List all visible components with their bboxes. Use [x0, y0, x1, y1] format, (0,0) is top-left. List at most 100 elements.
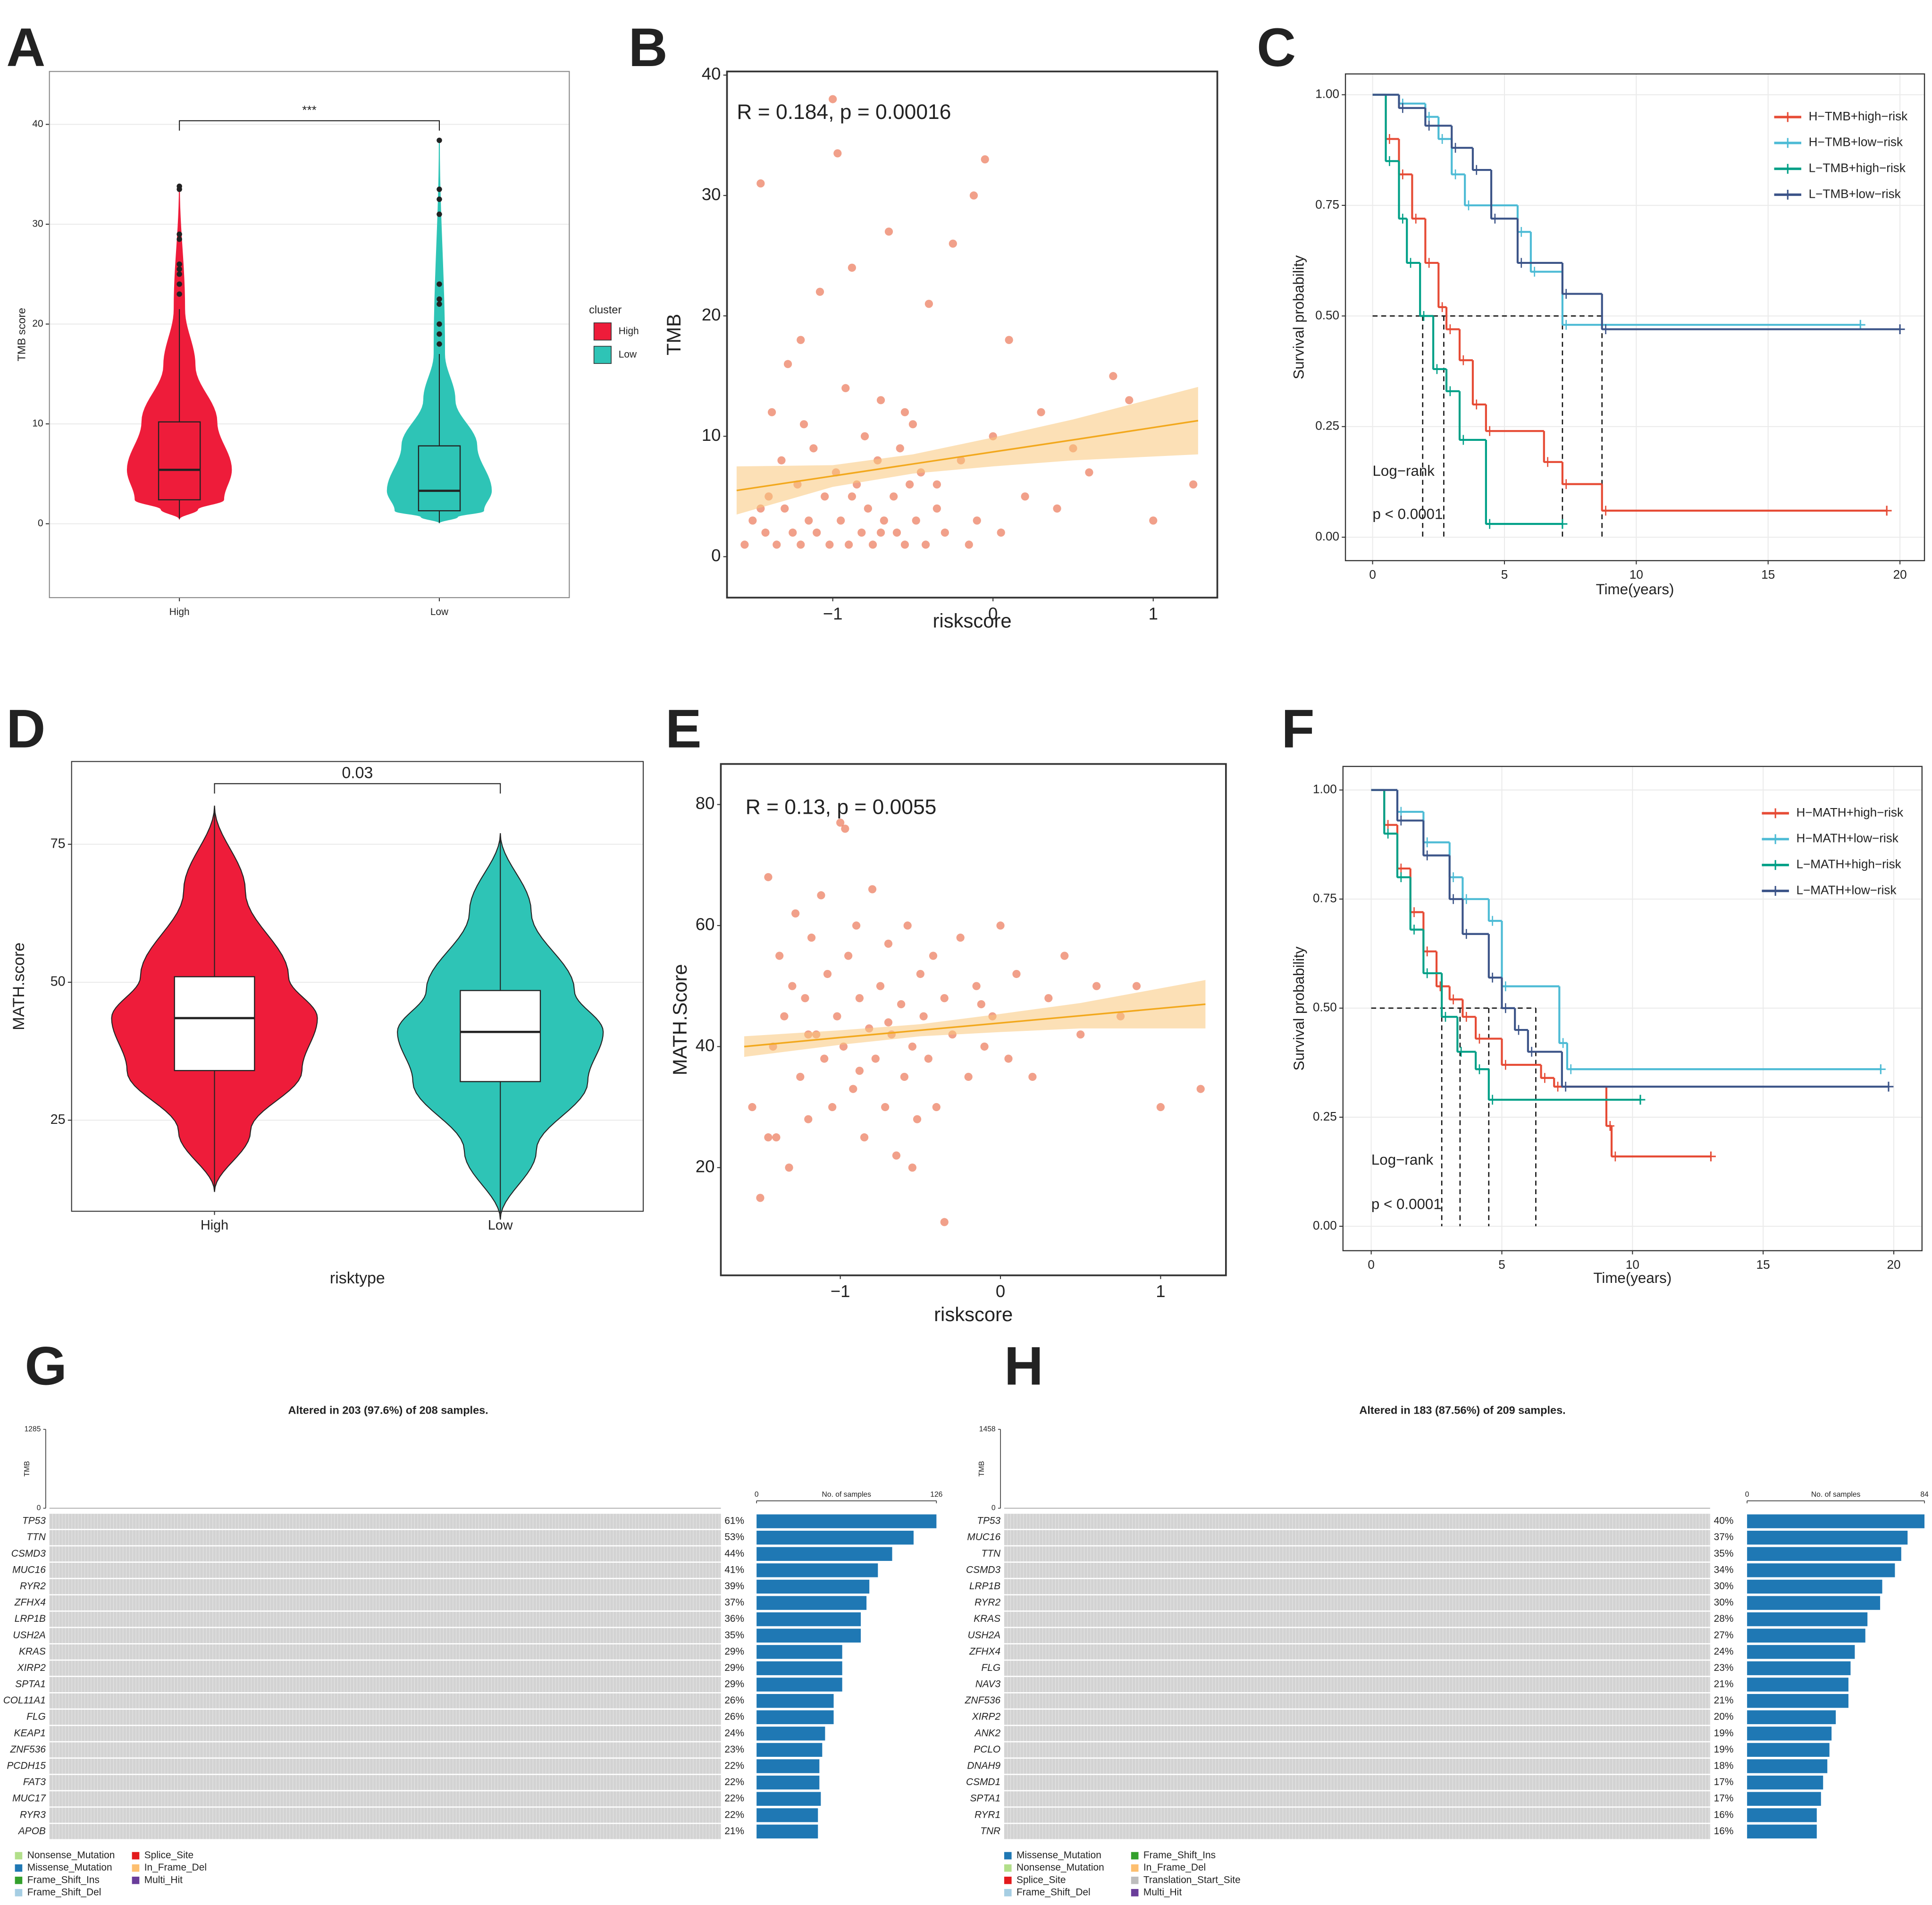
plot-frame [720, 763, 1227, 1276]
point [871, 1054, 880, 1063]
y-tick-label: 20 [32, 318, 43, 329]
legend-swatch [15, 1852, 23, 1860]
legend-label: L−TMB+high−risk [1809, 161, 1906, 175]
sample-count-bar [1747, 1824, 1817, 1839]
percent-label: 40% [1714, 1516, 1734, 1526]
point [868, 540, 877, 549]
y-tick-label: 1.00 [1315, 87, 1339, 101]
x-tick-label: 0 [988, 604, 998, 623]
point [997, 528, 1005, 537]
percent-label: 18% [1714, 1760, 1734, 1771]
censor-mark [1396, 815, 1405, 826]
mutation-row [1004, 1742, 1710, 1758]
percent-label: 17% [1714, 1777, 1734, 1787]
stat-annotation: R = 0.13, p = 0.0055 [746, 795, 937, 818]
outlier [437, 341, 442, 347]
panel-letter: C [1257, 17, 1296, 78]
sample-count-bar [1747, 1596, 1881, 1610]
legend-label: Nonsense_Mutation [1016, 1862, 1104, 1873]
point [1125, 396, 1134, 405]
point [929, 952, 938, 960]
legend-swatch [15, 1889, 23, 1897]
sample-count-bar [1747, 1579, 1882, 1594]
plot-frame [1342, 766, 1923, 1251]
y-tick-label: 0.50 [1315, 308, 1339, 322]
legend-label: High [619, 326, 639, 337]
censor-mark [1437, 134, 1447, 144]
sample-count-bar [1747, 1645, 1855, 1659]
point [764, 1133, 773, 1142]
percent-label: 21% [724, 1826, 744, 1837]
outlier [176, 266, 182, 272]
point [849, 1085, 857, 1093]
point [941, 528, 949, 537]
y-tick-label: 50 [50, 974, 66, 989]
gene-label: CSMD3 [11, 1548, 46, 1559]
point [908, 1163, 916, 1172]
p-value: p < 0.0001 [1373, 506, 1443, 523]
sample-count-bar [756, 1792, 821, 1806]
mutation-row [49, 1742, 721, 1758]
point [1196, 1085, 1205, 1093]
point [1109, 372, 1117, 380]
y-tick-label: 30 [32, 219, 43, 229]
point [852, 921, 861, 930]
sample-count-bar [756, 1612, 861, 1627]
y-tick-label: 0 [711, 546, 721, 565]
point [900, 408, 909, 416]
point [916, 969, 924, 978]
censor-mark [1562, 289, 1571, 299]
point [756, 179, 765, 188]
x-tick-label: 0 [1745, 1491, 1749, 1499]
legend-label: In_Frame_Del [1143, 1862, 1206, 1873]
logrank-label: Log−rank [1373, 463, 1435, 479]
point [780, 1012, 789, 1020]
point [791, 909, 800, 918]
sample-count-bar [1747, 1612, 1868, 1627]
legend-swatch [15, 1864, 23, 1872]
point [828, 1103, 837, 1112]
censor-mark [1472, 399, 1481, 410]
y-tick-label: 0.00 [1315, 529, 1339, 543]
legend-label: Frame_Shift_Ins [27, 1874, 100, 1885]
percent-label: 53% [724, 1532, 744, 1543]
outlier [437, 137, 442, 143]
censor-mark [1611, 1151, 1620, 1162]
sample-count-bar [1747, 1694, 1848, 1708]
censor-mark [1425, 120, 1434, 131]
point [924, 300, 933, 308]
mutation-row [1004, 1611, 1710, 1627]
mutation-row [1004, 1726, 1710, 1741]
outlier [437, 186, 442, 192]
count-axis-title: No. of samples [1811, 1491, 1861, 1499]
plot-frame [49, 71, 570, 598]
stat-annotation: R = 0.184, p = 0.00016 [737, 101, 951, 124]
mutation-row [49, 1791, 721, 1807]
point [748, 516, 757, 525]
point [848, 263, 857, 272]
gene-label: XIRP2 [17, 1662, 46, 1673]
censor-mark [1398, 103, 1407, 113]
point [740, 540, 749, 549]
point [977, 1000, 985, 1009]
x-tick-label: 10 [1630, 567, 1643, 582]
significance-label: *** [302, 103, 316, 117]
mutation-row [49, 1579, 721, 1594]
y-tick-label: 10 [702, 425, 721, 445]
censor-mark [1882, 506, 1892, 516]
legend-swatch [593, 322, 612, 341]
legend-label: Translation_Start_Site [1143, 1874, 1241, 1885]
x-tick-label: 5 [1501, 567, 1508, 582]
legend-label: Low [619, 349, 637, 360]
panel-letter: B [629, 17, 668, 78]
gene-label: PCLO [974, 1744, 1000, 1755]
sample-count-bar [1747, 1792, 1821, 1806]
sample-count-bar [756, 1547, 892, 1561]
legend-swatch [1131, 1864, 1139, 1872]
sample-count-bar [1747, 1531, 1908, 1545]
censor-mark [1475, 1034, 1484, 1044]
plot-title: Altered in 203 (97.6%) of 208 samples. [288, 1404, 488, 1416]
mutation-row [49, 1628, 721, 1644]
mutation-row [1004, 1824, 1710, 1839]
point [820, 1054, 829, 1063]
